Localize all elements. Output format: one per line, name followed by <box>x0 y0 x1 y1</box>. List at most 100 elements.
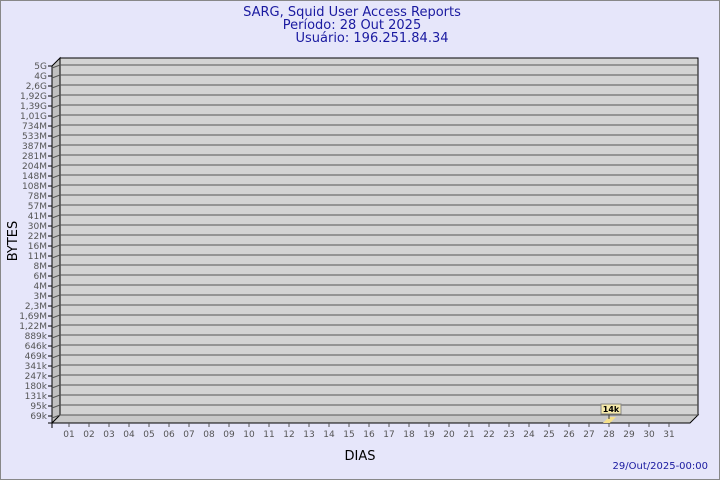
x-tick-label: 11 <box>263 430 274 440</box>
x-tick-label: 10 <box>243 430 255 440</box>
y-tick-label: 69k <box>30 412 47 422</box>
x-tick-label: 09 <box>223 430 235 440</box>
x-tick-label: 23 <box>503 430 514 440</box>
plot-left-wall <box>51 56 61 425</box>
y-tick-label: 387M <box>22 142 47 152</box>
x-tick-label: 30 <box>643 430 655 440</box>
grid-wall-line <box>51 194 61 199</box>
grid-wall-line <box>51 134 61 139</box>
y-tick-label: 131k <box>25 392 48 402</box>
grid-wall-line <box>51 264 61 269</box>
y-tick-label: 108M <box>22 182 47 192</box>
grid-wall-line <box>51 154 61 159</box>
y-axis-label: BYTES <box>6 221 21 262</box>
grid-wall-line <box>51 364 61 369</box>
y-tick-label: 57M <box>28 202 47 212</box>
y-tick-label: 4M <box>34 282 48 292</box>
y-tick-label: 1,22M <box>19 322 47 332</box>
y-tick-label: 6M <box>34 272 48 282</box>
y-tick-label: 281M <box>22 152 47 162</box>
grid-wall-line <box>51 294 61 299</box>
grid-wall-line <box>51 64 61 69</box>
grid-wall-line <box>51 94 61 99</box>
y-tick-label: 889k <box>25 332 48 342</box>
y-tick-label: 41M <box>28 212 47 222</box>
grid-wall-line <box>51 144 61 149</box>
y-tick-label: 533M <box>22 132 47 142</box>
chart-title: SARG, Squid User Access Reports <box>243 5 461 20</box>
y-tick-label: 1,39G <box>20 102 47 112</box>
grid-wall-line <box>51 374 61 379</box>
bar-label-box <box>600 403 622 415</box>
grid-wall-line <box>51 414 61 419</box>
generated-timestamp: 29/Out/2025-00:00 <box>613 461 708 472</box>
grid-wall-line <box>51 324 61 329</box>
grid-wall-line <box>51 174 61 179</box>
bar-day-28 <box>603 417 616 423</box>
grid-wall-line <box>51 84 61 89</box>
grid-wall-line <box>51 384 61 389</box>
plot-back-panel <box>59 57 699 416</box>
x-tick-label: 29 <box>623 430 635 440</box>
x-tick-label: 12 <box>283 430 294 440</box>
y-tick-label: 3M <box>34 292 48 302</box>
x-tick-label: 04 <box>123 430 135 440</box>
x-tick-label: 20 <box>443 430 455 440</box>
x-tick-label: 07 <box>183 430 194 440</box>
x-tick-label: 22 <box>483 430 494 440</box>
y-tick-label: 646k <box>25 342 48 352</box>
grid-wall-line <box>51 404 61 409</box>
grid-wall-line <box>51 214 61 219</box>
y-tick-label: 247k <box>25 372 48 382</box>
grid-wall-line <box>51 244 61 249</box>
x-tick-label: 24 <box>523 430 535 440</box>
grid-wall-line <box>51 314 61 319</box>
grid-wall-line <box>51 344 61 349</box>
x-tick-label: 25 <box>543 430 554 440</box>
x-tick-label: 08 <box>203 430 215 440</box>
y-tick-label: 8M <box>34 262 48 272</box>
y-tick-label: 4G <box>34 72 47 82</box>
grid-wall-line <box>51 124 61 129</box>
y-tick-label: 22M <box>28 232 47 242</box>
y-tick-label: 2,3M <box>25 302 47 312</box>
x-tick-label: 15 <box>343 430 354 440</box>
y-tick-label: 5G <box>34 62 47 72</box>
y-tick-label: 1,69M <box>19 312 47 322</box>
grid-wall-line <box>51 354 61 359</box>
y-tick-label: 95k <box>30 402 47 412</box>
y-tick-label: 1,92G <box>20 92 47 102</box>
grid-wall-line <box>51 164 61 169</box>
y-tick-label: 148M <box>22 172 47 182</box>
y-tick-label: 78M <box>28 192 47 202</box>
x-tick-label: 28 <box>603 430 615 440</box>
x-tick-label: 26 <box>563 430 575 440</box>
x-tick-label: 02 <box>83 430 94 440</box>
chart-user: Usuário: 196.251.84.34 <box>295 31 448 46</box>
grid-wall-line <box>51 274 61 279</box>
grid-wall-line <box>51 184 61 189</box>
bar-data-label: 14k <box>603 405 620 414</box>
y-tick-label: 180k <box>25 382 48 392</box>
x-tick-label: 21 <box>463 430 474 440</box>
grid-wall-line <box>51 304 61 309</box>
x-tick-label: 18 <box>403 430 415 440</box>
y-tick-label: 1,01G <box>20 112 47 122</box>
grid-wall-line <box>51 74 61 79</box>
grid-wall-line <box>51 234 61 239</box>
grid-wall-line <box>51 254 61 259</box>
x-tick-label: 16 <box>363 430 375 440</box>
y-tick-label: 341k <box>25 362 48 372</box>
chart-period: Período: 28 Out 2025 <box>283 18 421 33</box>
x-tick-label: 03 <box>103 430 114 440</box>
plot-floor <box>50 414 700 424</box>
x-axis-label: DIAS <box>345 449 376 464</box>
y-tick-label: 469k <box>25 352 48 362</box>
grid-wall-line <box>51 224 61 229</box>
x-tick-label: 05 <box>143 430 154 440</box>
y-tick-label: 30M <box>28 222 47 232</box>
y-tick-label: 11M <box>28 252 47 262</box>
y-tick-label: 204M <box>22 162 47 172</box>
grid-wall-line <box>51 114 61 119</box>
